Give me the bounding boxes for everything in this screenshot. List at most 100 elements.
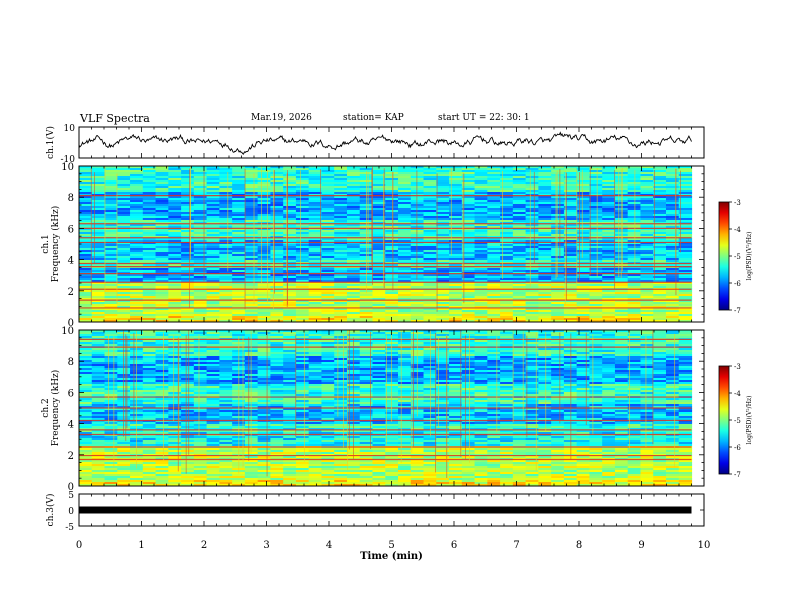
ch1-cell (193, 276, 208, 279)
ch1-cell (461, 204, 476, 207)
ch1-cell (640, 170, 654, 173)
ch2-cell (627, 354, 642, 357)
ch2-cell (206, 336, 220, 339)
ch1-cell (449, 286, 463, 289)
ch1-cell (232, 166, 246, 169)
ch1-cell (449, 168, 463, 171)
ch2-cell (295, 348, 310, 351)
ch1-cell (142, 276, 157, 279)
ch1-cell (627, 204, 642, 207)
ch1-cell (219, 264, 233, 267)
ch2-cell (359, 348, 374, 351)
ch1-cell (181, 230, 195, 233)
ch2-cell (449, 336, 463, 339)
ch1-cell (79, 258, 93, 261)
ch1-cell (334, 216, 348, 219)
ch1-cell (461, 316, 476, 319)
ch1-cell (525, 192, 539, 195)
ch1-cell (91, 196, 106, 199)
ch1-cell (678, 200, 693, 203)
ch1-cell (678, 280, 693, 283)
ch1-cell (678, 216, 693, 219)
ch2-cell (155, 364, 169, 367)
ch1-cell (372, 294, 386, 297)
ch2-cell (283, 352, 297, 355)
ch1-cell (321, 190, 335, 193)
ch1-cell (602, 210, 616, 213)
ch1-cell (538, 314, 552, 317)
ch1-cell (193, 232, 208, 235)
ch1-cell (436, 186, 450, 189)
ch1-cell (538, 188, 552, 191)
ch1-cell (206, 190, 220, 193)
ch1-cell (193, 264, 208, 267)
ch1-cell (614, 320, 629, 323)
ch1-cell (117, 270, 131, 273)
ch1-cell (283, 188, 297, 191)
ch1-cell (283, 196, 297, 199)
ch1-cell (117, 190, 131, 193)
ch1-cell (500, 312, 514, 315)
ch1-cell (193, 250, 208, 253)
ch1-cell (79, 308, 93, 311)
ch1-cell (117, 178, 131, 181)
ch1-cell (614, 258, 629, 261)
ch1-cell (79, 238, 93, 241)
ch1-cell (308, 316, 323, 319)
ch1-cell (551, 276, 565, 279)
ch2-cell (219, 344, 233, 347)
ch1-cell (525, 196, 539, 199)
ch1-cell (410, 236, 425, 239)
ch1-cell (283, 282, 297, 285)
ch1-cell (181, 226, 195, 229)
ch1-cell (359, 302, 374, 305)
ch1-cell (181, 238, 195, 241)
ch1-cell (436, 248, 450, 251)
ch2-cell (168, 352, 182, 355)
ch1-cell (410, 292, 425, 295)
ch1-cell (500, 316, 514, 319)
ch1-cell (576, 264, 591, 267)
ch1-cell (461, 318, 476, 321)
ch1-cell (206, 264, 220, 267)
ch1-cell (614, 210, 629, 213)
ch1-cell (193, 172, 208, 175)
ch1-cell (244, 242, 259, 245)
ch1-cell (398, 168, 412, 171)
ch2-cell (551, 352, 565, 355)
ch1-cell (334, 172, 348, 175)
ch1-cell (576, 312, 591, 315)
ch1-cell (589, 172, 603, 175)
ch1-cell (653, 180, 667, 183)
ch1-cell (576, 298, 591, 301)
ch2-cell (219, 330, 233, 333)
ch2-cell (525, 332, 539, 335)
ch1-cell (155, 244, 169, 247)
ch1-cell (168, 278, 182, 281)
ch2-cell (538, 348, 552, 351)
ch1-cell (461, 218, 476, 221)
ch1-cell (181, 244, 195, 247)
ch1-cell (653, 310, 667, 313)
ch1-cell (449, 298, 463, 301)
ch2-cell (653, 362, 667, 365)
ch1-cell (359, 298, 374, 301)
ch1-cell (334, 174, 348, 177)
ch1-cell (525, 248, 539, 251)
ch1-cell (359, 304, 374, 307)
ch2-cell (551, 342, 565, 345)
y-tick-label: 10 (61, 162, 74, 173)
ch1-cell (614, 180, 629, 183)
ch1-cell (614, 284, 629, 287)
ch1-cell (219, 308, 233, 311)
ch2-cell (283, 348, 297, 351)
ch1-cell (614, 300, 629, 303)
ch1-cell (270, 186, 284, 189)
ch1-cell (449, 190, 463, 193)
ch1-cell (91, 242, 106, 245)
ch1-cell (653, 282, 667, 285)
ch2-cell (398, 364, 412, 367)
ch1-cell (436, 224, 450, 227)
ch1-cell (614, 228, 629, 231)
ch1-cell (640, 292, 654, 295)
